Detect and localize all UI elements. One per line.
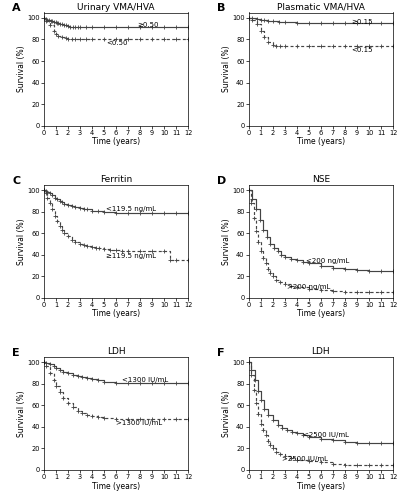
- Text: <1300 IU/mL: <1300 IU/mL: [122, 378, 168, 384]
- Text: >200 ng/mL: >200 ng/mL: [287, 284, 331, 290]
- Y-axis label: Survival (%): Survival (%): [17, 390, 26, 436]
- Y-axis label: Survival (%): Survival (%): [221, 390, 231, 436]
- X-axis label: Time (years): Time (years): [297, 482, 345, 490]
- Text: <200 ng/mL: <200 ng/mL: [306, 258, 350, 264]
- Text: <0.50: <0.50: [107, 40, 128, 46]
- X-axis label: Time (years): Time (years): [92, 482, 140, 490]
- Title: NSE: NSE: [312, 175, 330, 184]
- Text: <119.5 ng/mL: <119.5 ng/mL: [107, 206, 156, 212]
- Text: ≥0.15: ≥0.15: [351, 19, 372, 25]
- Text: >2500 IU/mL: >2500 IU/mL: [282, 456, 328, 462]
- Title: Urinary VMA/HVA: Urinary VMA/HVA: [77, 2, 155, 12]
- Text: C: C: [12, 176, 20, 186]
- Title: LDH: LDH: [312, 347, 330, 356]
- Y-axis label: Survival (%): Survival (%): [221, 218, 231, 264]
- Text: <2500 IU/mL: <2500 IU/mL: [303, 432, 349, 438]
- Text: <0.15: <0.15: [351, 47, 372, 53]
- Y-axis label: Survival (%): Survival (%): [17, 46, 26, 92]
- Title: LDH: LDH: [107, 347, 125, 356]
- Text: B: B: [217, 4, 225, 14]
- Text: ≥0.50: ≥0.50: [138, 22, 159, 28]
- X-axis label: Time (years): Time (years): [297, 310, 345, 318]
- X-axis label: Time (years): Time (years): [297, 138, 345, 146]
- Text: E: E: [12, 348, 20, 358]
- Title: Plasmatic VMA/HVA: Plasmatic VMA/HVA: [277, 2, 365, 12]
- Y-axis label: Survival (%): Survival (%): [221, 46, 231, 92]
- Text: D: D: [217, 176, 226, 186]
- X-axis label: Time (years): Time (years): [92, 310, 140, 318]
- X-axis label: Time (years): Time (years): [92, 138, 140, 146]
- Y-axis label: Survival (%): Survival (%): [17, 218, 26, 264]
- Text: F: F: [217, 348, 225, 358]
- Text: >1300 IU/mL: >1300 IU/mL: [116, 420, 162, 426]
- Text: A: A: [12, 4, 21, 14]
- Text: ≥119.5 ng/mL: ≥119.5 ng/mL: [107, 253, 156, 259]
- Title: Ferritin: Ferritin: [100, 175, 132, 184]
